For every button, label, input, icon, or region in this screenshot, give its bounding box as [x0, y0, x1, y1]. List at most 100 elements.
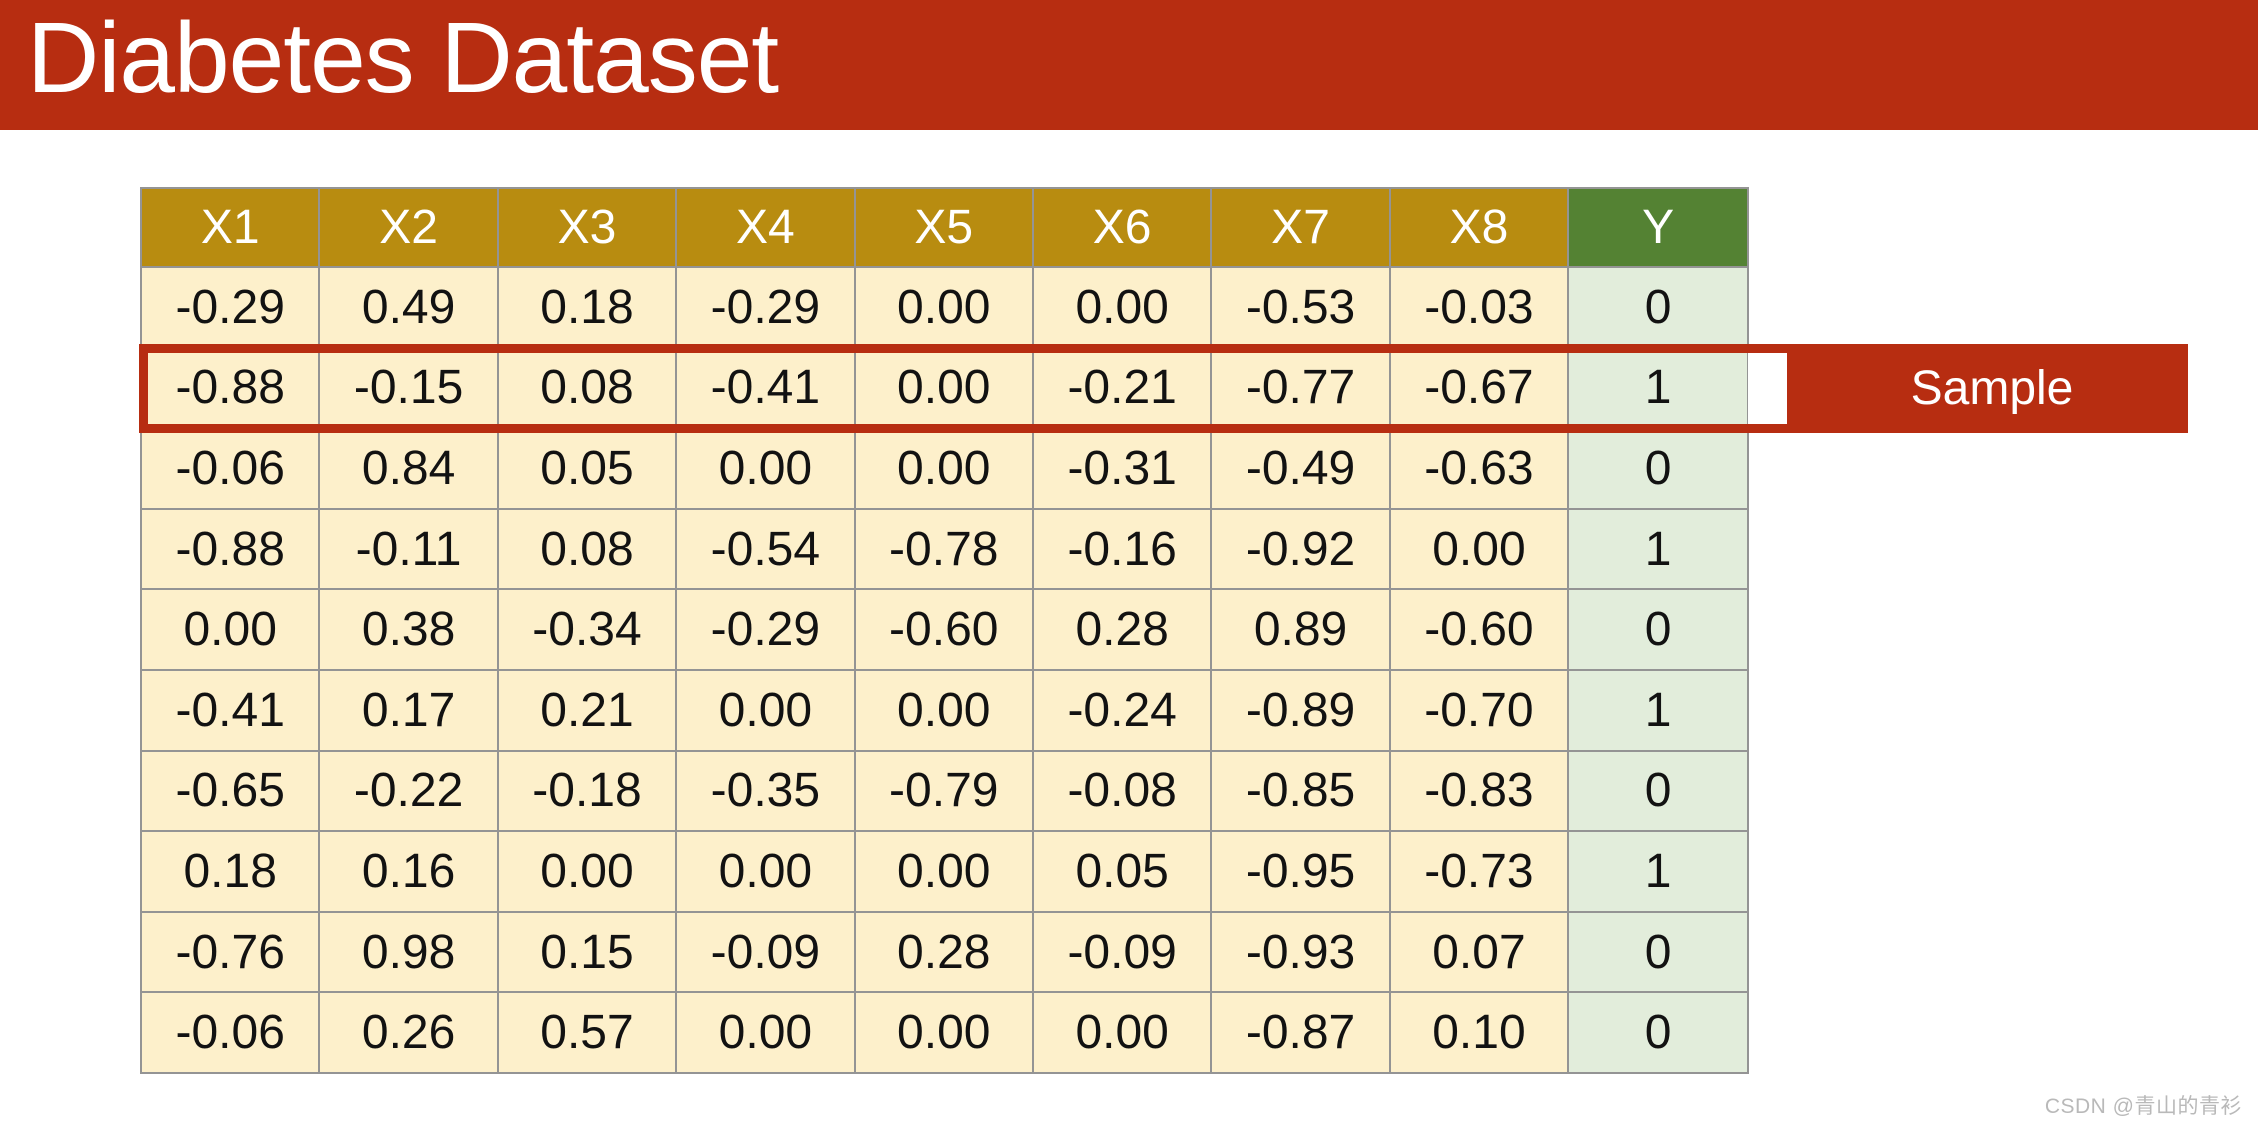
x-cell: -0.29	[139, 266, 321, 349]
x-cell: -0.79	[853, 749, 1034, 833]
x-cell: 0.00	[853, 830, 1034, 913]
x-cell: -0.65	[139, 749, 321, 833]
table-row: -0.29 0.49 0.18 -0.29 0.00 0.00 -0.53 -0.03 0	[139, 266, 1750, 349]
x-cell: 0.49	[318, 266, 499, 349]
x-cell: 0.00	[1031, 991, 1213, 1074]
column-header-x4: X4	[675, 187, 856, 268]
x-cell: -0.54	[675, 507, 856, 591]
x-cell: -0.73	[1388, 830, 1570, 913]
x-cell: 0.00	[675, 991, 856, 1074]
dataset-table-container: X1 X2 X3 X4 X5 X6 X7 X8 Y -0.29 0.49 0.18 -0.29 0.00…	[139, 187, 1750, 1074]
x-cell: 0.00	[139, 588, 321, 671]
table-row: -0.76 0.98 0.15 -0.09 0.28 -0.09 -0.93 0.07 0	[139, 910, 1750, 994]
y-cell: 0	[1567, 266, 1750, 349]
x-cell: 0.00	[675, 668, 856, 752]
column-header-x2: X2	[318, 187, 499, 268]
x-cell: 0.84	[318, 427, 499, 510]
watermark: CSDN @青山的青衫	[2044, 1095, 2242, 1118]
x-cell: 0.08	[496, 507, 678, 591]
x-cell: -0.70	[1388, 668, 1570, 752]
slide-title: Diabetes Dataset	[27, 2, 779, 114]
x-cell: -0.06	[139, 991, 321, 1074]
x-cell: -0.92	[1210, 507, 1391, 591]
x-cell: 0.21	[496, 668, 678, 752]
x-cell: -0.60	[853, 588, 1034, 671]
y-cell: 1	[1567, 507, 1750, 591]
column-header-x1: X1	[139, 187, 321, 268]
x-cell: 0.08	[496, 346, 678, 430]
x-cell: -0.87	[1210, 991, 1391, 1074]
x-cell: 0.16	[318, 830, 499, 913]
y-cell: 0	[1567, 588, 1750, 671]
x-cell: 0.00	[853, 427, 1034, 510]
x-cell: 0.00	[675, 830, 856, 913]
sample-callout: Sample	[1796, 344, 2188, 433]
x-cell: -0.53	[1210, 266, 1391, 349]
x-cell: -0.31	[1031, 427, 1213, 510]
x-cell: 0.28	[1031, 588, 1213, 671]
table-row: -0.88 -0.11 0.08 -0.54 -0.78 -0.16 -0.92 0.00 1	[139, 507, 1750, 591]
table-row: -0.06 0.26 0.57 0.00 0.00 0.00 -0.87 0.10 0	[139, 991, 1750, 1074]
x-cell: -0.22	[318, 749, 499, 833]
y-cell: 0	[1567, 991, 1750, 1074]
x-cell: 0.00	[1031, 266, 1213, 349]
x-cell: 0.57	[496, 991, 678, 1074]
table-row: 0.00 0.38 -0.34 -0.29 -0.60 0.28 0.89 -0.60 0	[139, 588, 1750, 671]
x-cell: -0.29	[675, 266, 856, 349]
x-cell: -0.88	[139, 507, 321, 591]
x-cell: -0.89	[1210, 668, 1391, 752]
sample-callout-label: Sample	[1910, 362, 2074, 415]
x-cell: 0.18	[139, 830, 321, 913]
x-cell: 0.89	[1210, 588, 1391, 671]
x-cell: -0.18	[496, 749, 678, 833]
x-cell: -0.95	[1210, 830, 1391, 913]
column-header-x7: X7	[1210, 187, 1391, 268]
x-cell: -0.77	[1210, 346, 1391, 430]
title-banner: Diabetes Dataset	[0, 0, 2258, 130]
table-row: -0.06 0.84 0.05 0.00 0.00 -0.31 -0.49 -0.63 0	[139, 427, 1750, 510]
x-cell: -0.49	[1210, 427, 1391, 510]
x-cell: -0.93	[1210, 910, 1391, 994]
x-cell: 0.00	[853, 346, 1034, 430]
x-cell: 0.00	[1388, 507, 1570, 591]
x-cell: -0.24	[1031, 668, 1213, 752]
x-cell: -0.11	[318, 507, 499, 591]
x-cell: 0.05	[1031, 830, 1213, 913]
x-cell: 0.00	[853, 266, 1034, 349]
x-cell: -0.03	[1388, 266, 1570, 349]
x-cell: 0.26	[318, 991, 499, 1074]
dataset-table: X1 X2 X3 X4 X5 X6 X7 X8 Y -0.29 0.49 0.18 -0.29 0.00…	[139, 187, 1750, 1074]
x-cell: -0.85	[1210, 749, 1391, 833]
x-cell: -0.41	[139, 668, 321, 752]
x-cell: -0.76	[139, 910, 321, 994]
y-cell: 0	[1567, 427, 1750, 510]
x-cell: -0.88	[139, 346, 321, 430]
x-cell: 0.05	[496, 427, 678, 510]
sample-row-highlight-outline	[139, 344, 1796, 433]
x-cell: -0.29	[675, 588, 856, 671]
column-header-x3: X3	[496, 187, 678, 268]
y-cell: 0	[1567, 910, 1750, 994]
table-header-row: X1 X2 X3 X4 X5 X6 X7 X8 Y	[139, 187, 1750, 268]
x-cell: -0.83	[1388, 749, 1570, 833]
x-cell: -0.16	[1031, 507, 1213, 591]
table-row: 0.18 0.16 0.00 0.00 0.00 0.05 -0.95 -0.73 1	[139, 830, 1750, 913]
y-cell: 1	[1567, 830, 1750, 913]
x-cell: 0.15	[496, 910, 678, 994]
table-body: -0.29 0.49 0.18 -0.29 0.00 0.00 -0.53 -0.03 0 -0.…	[139, 266, 1750, 1074]
x-cell: -0.06	[139, 427, 321, 510]
x-cell: -0.08	[1031, 749, 1213, 833]
table-row: -0.41 0.17 0.21 0.00 0.00 -0.24 -0.89 -0.70 1	[139, 668, 1750, 752]
x-cell: -0.78	[853, 507, 1034, 591]
column-header-x6: X6	[1031, 187, 1213, 268]
x-cell: -0.34	[496, 588, 678, 671]
x-cell: 0.10	[1388, 991, 1570, 1074]
y-cell: 1	[1567, 346, 1750, 430]
x-cell: -0.41	[675, 346, 856, 430]
x-cell: 0.98	[318, 910, 499, 994]
x-cell: 0.00	[853, 991, 1034, 1074]
x-cell: 0.00	[675, 427, 856, 510]
column-header-x5: X5	[853, 187, 1034, 268]
x-cell: -0.09	[1031, 910, 1213, 994]
table-row: -0.65 -0.22 -0.18 -0.35 -0.79 -0.08 -0.85 -0.83…	[139, 749, 1750, 833]
